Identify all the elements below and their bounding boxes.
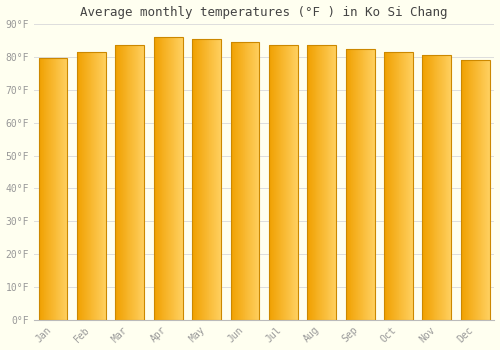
Bar xyxy=(116,45,144,320)
Bar xyxy=(422,55,452,320)
Bar xyxy=(192,39,221,320)
Bar xyxy=(346,49,374,320)
Bar xyxy=(77,52,106,320)
Bar xyxy=(308,45,336,320)
Bar xyxy=(384,52,413,320)
Bar xyxy=(230,42,260,320)
Bar xyxy=(38,58,68,320)
Bar xyxy=(461,60,490,320)
Title: Average monthly temperatures (°F ) in Ko Si Chang: Average monthly temperatures (°F ) in Ko… xyxy=(80,6,448,19)
Bar xyxy=(269,45,298,320)
Bar xyxy=(154,37,182,320)
